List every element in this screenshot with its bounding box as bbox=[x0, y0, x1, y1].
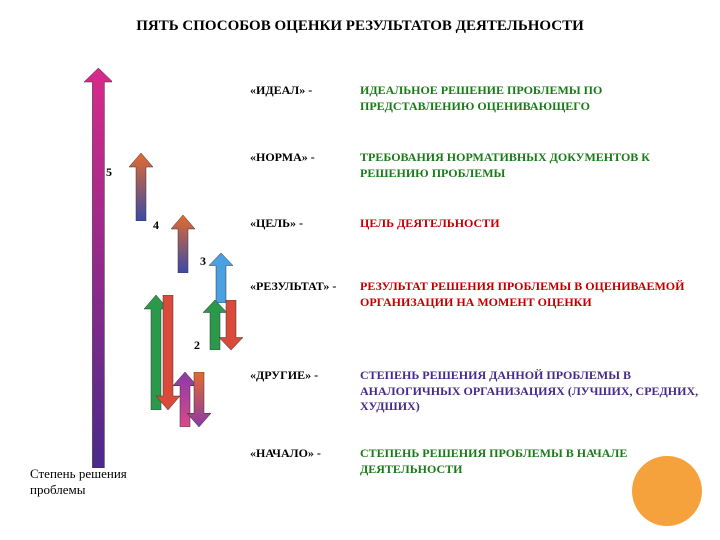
level-number: 3 bbox=[200, 254, 206, 269]
footer-label: Степень решения проблемы bbox=[30, 466, 127, 498]
row-desc: СТЕПЕНЬ РЕШЕНИЯ ДАННОЙ ПРОБЛЕМЫ В АНАЛОГ… bbox=[360, 368, 700, 415]
down-arrow-icon bbox=[187, 372, 211, 427]
up-arrow-icon bbox=[129, 153, 153, 221]
row-desc: ИДЕАЛЬНОЕ РЕШЕНИЕ ПРОБЛЕМЫ ПО ПРЕДСТАВЛЕ… bbox=[360, 83, 700, 114]
row-label: «НАЧАЛО» - bbox=[250, 446, 360, 461]
row-label: «ЦЕЛЬ» - bbox=[250, 216, 360, 231]
row-label: «РЕЗУЛЬТАТ» - bbox=[250, 279, 360, 294]
row-desc: ЦЕЛЬ ДЕЯТЕЛЬНОСТИ bbox=[360, 216, 500, 232]
up-arrow-icon bbox=[171, 215, 195, 273]
row-result: «РЕЗУЛЬТАТ» - РЕЗУЛЬТАТ РЕШЕНИЯ ПРОБЛЕМЫ… bbox=[250, 279, 700, 310]
down-arrow-icon bbox=[156, 295, 180, 410]
row-desc: ТРЕБОВАНИЯ НОРМАТИВНЫХ ДОКУМЕНТОВ К РЕШЕ… bbox=[360, 150, 700, 181]
row-norma: «НОРМА» - ТРЕБОВАНИЯ НОРМАТИВНЫХ ДОКУМЕН… bbox=[250, 150, 700, 181]
up-arrow-icon bbox=[84, 68, 113, 468]
level-number: 4 bbox=[153, 218, 159, 233]
row-nachalo: «НАЧАЛО» - СТЕПЕНЬ РЕШЕНИЯ ПРОБЛЕМЫ В НА… bbox=[250, 446, 700, 477]
level-number: 2 bbox=[194, 338, 200, 353]
decorative-circle bbox=[632, 456, 702, 526]
row-label: «НОРМА» - bbox=[250, 150, 360, 165]
footer-line2: проблемы bbox=[30, 482, 127, 498]
row-tsel: «ЦЕЛЬ» - ЦЕЛЬ ДЕЯТЕЛЬНОСТИ bbox=[250, 216, 500, 232]
page-title: ПЯТЬ СПОСОБОВ ОЦЕНКИ РЕЗУЛЬТАТОВ ДЕЯТЕЛЬ… bbox=[0, 18, 720, 35]
footer-line1: Степень решения bbox=[30, 466, 127, 482]
row-desc: РЕЗУЛЬТАТ РЕШЕНИЯ ПРОБЛЕМЫ В ОЦЕНИВАЕМОЙ… bbox=[360, 279, 700, 310]
row-label: «ИДЕАЛ» - bbox=[250, 83, 360, 98]
down-arrow-icon bbox=[219, 300, 243, 350]
row-label: «ДРУГИЕ» - bbox=[250, 368, 360, 383]
row-ideal: «ИДЕАЛ» - ИДЕАЛЬНОЕ РЕШЕНИЕ ПРОБЛЕМЫ ПО … bbox=[250, 83, 700, 114]
up-arrow-icon bbox=[209, 253, 233, 303]
row-drugie: «ДРУГИЕ» - СТЕПЕНЬ РЕШЕНИЯ ДАННОЙ ПРОБЛЕ… bbox=[250, 368, 700, 415]
